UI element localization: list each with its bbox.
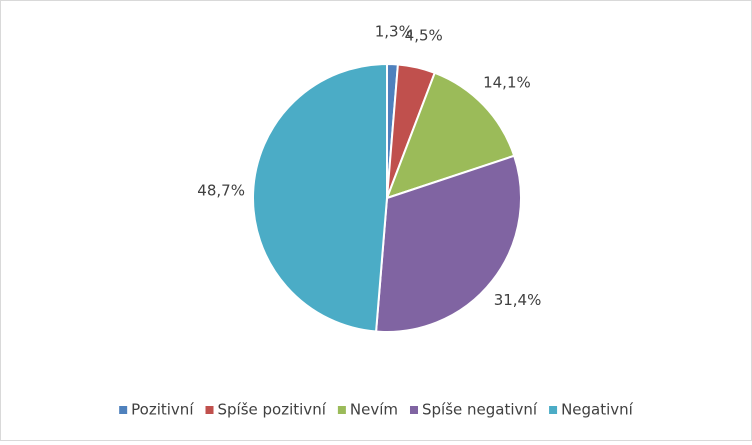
legend-swatch <box>337 406 346 414</box>
pie-slice <box>385 71 516 200</box>
legend-label: Pozitivní <box>131 401 194 419</box>
pie-slice <box>374 154 522 333</box>
legend-label: Spíše negativní <box>422 401 538 419</box>
data-label: 14,1% <box>483 74 531 92</box>
pie-slice <box>252 62 388 333</box>
legend-label: Spíše pozitivní <box>218 401 327 419</box>
legend-swatch <box>119 406 128 414</box>
legend-swatch <box>205 406 214 414</box>
legend-swatch <box>549 406 558 414</box>
data-label: 1,3% <box>375 23 413 41</box>
legend-swatch <box>409 406 418 414</box>
legend-label: Negativní <box>561 401 634 419</box>
data-label: 48,7% <box>197 182 245 200</box>
data-label: 4,5% <box>405 27 443 45</box>
data-label: 31,4% <box>494 291 542 309</box>
legend-label: Nevím <box>350 401 398 419</box>
